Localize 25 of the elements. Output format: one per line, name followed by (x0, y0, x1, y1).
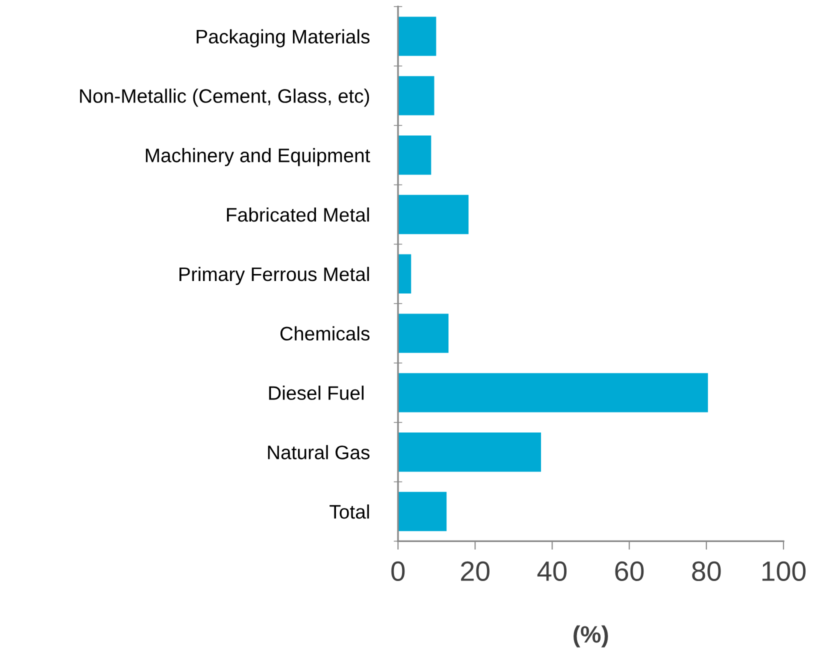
x-tick-label: 60 (615, 561, 644, 582)
y-tick-label: Primary Ferrous Metal (180, 266, 369, 285)
y-tick-label: Natural Gas (268, 445, 370, 460)
y-tick-label: Fabricated Metal (227, 207, 369, 222)
x-tick-label: 80 (692, 561, 721, 582)
y-tick-label: Diesel Fuel (269, 386, 364, 400)
bar (398, 432, 542, 472)
bar (398, 314, 448, 353)
bar (398, 492, 447, 532)
x-tick-label: 40 (537, 561, 567, 582)
y-tick-label: Non-Metallic (Cement, Glass, etc) (80, 88, 370, 107)
x-tick-label: 20 (461, 561, 490, 582)
y-tick-label: Packaging Materials (196, 29, 370, 48)
bar (398, 136, 432, 175)
y-tick-label: Total (330, 504, 369, 519)
bar (398, 194, 469, 234)
bar (398, 373, 708, 412)
bar (398, 254, 412, 294)
bar (398, 76, 434, 116)
y-tick-label: Machinery and Equipment (146, 148, 370, 166)
x-axis-title: (%) (574, 625, 608, 648)
x-tick-label: 0 (391, 561, 405, 582)
y-tick-label: Chemicals (280, 326, 370, 341)
bar (398, 16, 436, 56)
x-tick-label: 100 (762, 561, 806, 582)
